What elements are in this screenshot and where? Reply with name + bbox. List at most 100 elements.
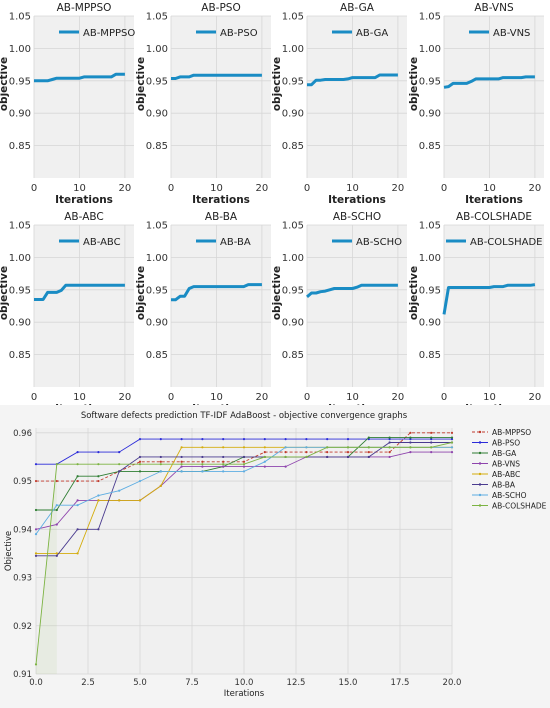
y-tick-label: 0.92 bbox=[13, 622, 32, 632]
plot-area bbox=[34, 16, 134, 178]
data-point bbox=[305, 437, 308, 441]
x-tick-label: 10 bbox=[210, 183, 223, 194]
y-tick-label: 0.85 bbox=[9, 141, 31, 152]
data-point bbox=[305, 451, 308, 454]
data-point bbox=[242, 465, 246, 468]
legend-marker bbox=[478, 472, 482, 476]
x-axis-label: Iterations bbox=[328, 194, 386, 206]
y-axis-label: objective bbox=[271, 57, 283, 111]
legend-label: AB-COLSHADE bbox=[492, 502, 547, 511]
data-point bbox=[138, 455, 142, 459]
data-point bbox=[34, 479, 38, 483]
data-point bbox=[201, 446, 204, 449]
legend-marker bbox=[478, 462, 482, 465]
y-tick-label: 1.00 bbox=[9, 253, 31, 264]
data-point bbox=[222, 446, 225, 449]
data-point bbox=[388, 441, 391, 444]
panel-title: AB-BA bbox=[205, 211, 238, 223]
y-tick-label: 0.95 bbox=[146, 285, 168, 296]
data-point bbox=[305, 446, 308, 449]
series-line bbox=[443, 75, 535, 89]
series-line bbox=[34, 72, 125, 83]
x-tick-label: 20 bbox=[392, 392, 405, 403]
x-tick-label: 0 bbox=[168, 183, 174, 194]
data-point bbox=[222, 470, 225, 473]
panel-title: AB-PSO bbox=[201, 2, 240, 14]
plot-area bbox=[171, 225, 271, 387]
x-tick-label: 0 bbox=[304, 392, 310, 403]
plot-area bbox=[444, 225, 544, 387]
y-axis-label: objective bbox=[135, 57, 147, 111]
y-tick-label: 0.96 bbox=[13, 429, 32, 439]
data-point bbox=[242, 437, 246, 441]
data-point bbox=[76, 504, 79, 507]
chart-title: Software defects prediction TF-IDF AdaBo… bbox=[81, 411, 408, 421]
plot-area bbox=[307, 225, 407, 387]
data-point bbox=[222, 455, 225, 459]
x-axis-label: Iterations bbox=[55, 194, 113, 206]
x-tick-label: 20 bbox=[119, 392, 132, 403]
data-point bbox=[409, 446, 412, 449]
x-tick-label: 10 bbox=[483, 392, 496, 403]
x-tick-label: 0 bbox=[168, 392, 174, 403]
data-point bbox=[34, 663, 38, 666]
data-point bbox=[430, 451, 433, 454]
y-tick-label: 0.90 bbox=[146, 109, 168, 120]
x-tick-label: 2.5 bbox=[81, 678, 95, 688]
data-point bbox=[118, 463, 121, 466]
data-point bbox=[222, 460, 225, 463]
data-point bbox=[326, 437, 329, 441]
y-tick-label: 1.00 bbox=[9, 44, 31, 55]
data-point bbox=[450, 431, 454, 434]
data-point bbox=[450, 436, 454, 439]
data-point bbox=[450, 441, 454, 444]
legend-label: AB-PSO bbox=[220, 28, 258, 39]
x-tick-label: 20 bbox=[119, 183, 132, 194]
data-point bbox=[201, 455, 204, 459]
data-point bbox=[159, 460, 162, 463]
panel-title: AB-MPPSO bbox=[57, 2, 112, 14]
data-point bbox=[138, 470, 142, 473]
data-point bbox=[76, 475, 79, 478]
data-point bbox=[138, 479, 142, 483]
data-point bbox=[222, 437, 225, 441]
legend-label: AB-VNS bbox=[492, 460, 520, 469]
data-point bbox=[97, 479, 100, 483]
y-tick-label: 0.95 bbox=[419, 76, 441, 87]
plot-area bbox=[171, 16, 271, 178]
y-tick-label: 0.85 bbox=[419, 141, 441, 152]
y-tick-label: 1.05 bbox=[146, 221, 168, 232]
data-point bbox=[242, 446, 246, 449]
data-point bbox=[97, 528, 100, 531]
x-tick-label: 10 bbox=[483, 183, 496, 194]
data-point bbox=[263, 465, 266, 468]
data-point bbox=[367, 455, 370, 459]
data-point bbox=[97, 451, 100, 454]
x-axis-label: Iterations bbox=[224, 689, 265, 699]
data-point bbox=[430, 441, 433, 444]
data-point bbox=[263, 455, 266, 459]
y-tick-label: 1.00 bbox=[146, 253, 168, 264]
series-line bbox=[171, 73, 262, 80]
legend-label: AB-MPPSO bbox=[83, 28, 135, 39]
small-panel-1: 0.85 0.90 0.95 1.00 1.05 0 10 20 AB-PSO Iteration… bbox=[135, 2, 271, 206]
data-point bbox=[97, 499, 100, 502]
data-point bbox=[430, 436, 433, 439]
data-point bbox=[55, 504, 58, 507]
x-tick-label: 20 bbox=[256, 183, 269, 194]
data-point bbox=[34, 508, 38, 512]
data-point bbox=[34, 552, 38, 555]
data-point bbox=[55, 554, 58, 557]
small-panel-5: 0.850.900.951.001.0501020AB-BAIterations… bbox=[135, 211, 271, 415]
y-tick-label: 0.90 bbox=[9, 318, 31, 329]
x-tick-label: 15.0 bbox=[339, 678, 358, 688]
data-point bbox=[409, 431, 412, 434]
data-point bbox=[55, 463, 58, 466]
data-point bbox=[284, 465, 287, 468]
legend-label: AB-COLSHADE bbox=[470, 237, 542, 248]
data-point bbox=[97, 463, 100, 466]
x-tick-label: 20 bbox=[529, 183, 542, 194]
panel-title: AB-SCHO bbox=[333, 211, 381, 223]
y-tick-label: 0.93 bbox=[13, 574, 32, 584]
data-point bbox=[367, 451, 370, 454]
